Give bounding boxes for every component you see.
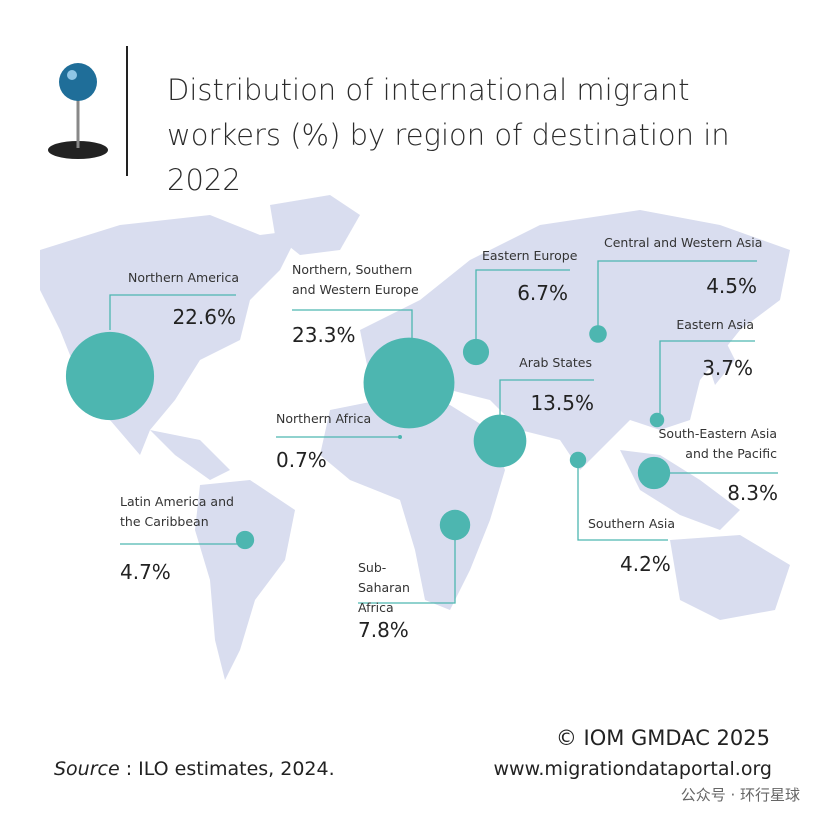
value-label: 4.5%: [706, 274, 757, 298]
pin-shadow: [48, 141, 108, 159]
bubble: [569, 451, 587, 469]
bubble: [65, 331, 155, 421]
value-label: 8.3%: [727, 481, 778, 505]
leader-line: [358, 538, 456, 604]
value-label: 7.8%: [358, 618, 409, 642]
bubble: [649, 412, 665, 428]
leader-line: [577, 460, 668, 541]
url: www.migrationdataportal.org: [493, 758, 772, 780]
pin-highlight: [67, 70, 77, 80]
value-label: 4.2%: [620, 552, 671, 576]
region-label: Central and Western Asia: [604, 235, 763, 250]
value-label: 13.5%: [530, 391, 594, 415]
value-label: 6.7%: [517, 281, 568, 305]
source: Source : ILO estimates, 2024.: [54, 758, 335, 780]
region-label: Arab States: [519, 355, 592, 370]
bubble: [462, 338, 490, 366]
region-label: Eastern Europe: [482, 248, 578, 263]
region-label: Northern Africa: [276, 411, 372, 426]
bubble: [637, 456, 671, 490]
leader-line: [292, 309, 413, 346]
bubble: [589, 325, 607, 343]
value-label: 3.7%: [702, 356, 753, 380]
bubble: [235, 530, 255, 550]
watermark: 公众号 · 环行星球: [680, 786, 800, 804]
bubble: [439, 509, 471, 541]
bubble: [473, 414, 527, 468]
leader-line: [475, 269, 570, 342]
region-label: Northern, Southern and Western Europe: [292, 262, 419, 297]
leader-line: [597, 260, 757, 334]
leader-line: [109, 294, 236, 330]
bubble: [398, 435, 402, 439]
leader-line: [659, 340, 755, 420]
copyright: © IOM GMDAC 2025: [555, 726, 770, 750]
region-label: Eastern Asia: [676, 317, 754, 332]
value-label: 22.6%: [172, 305, 236, 329]
region-label: Latin America and the Caribbean: [120, 494, 234, 529]
bubble: [363, 337, 455, 429]
value-label: 4.7%: [120, 560, 171, 584]
region-label: Southern Asia: [588, 516, 676, 531]
region-label: South-Eastern Asia and the Pacific: [658, 426, 777, 461]
value-label: 23.3%: [292, 323, 356, 347]
region-label: Northern America: [128, 270, 240, 285]
source-text: : ILO estimates, 2024.: [119, 758, 335, 780]
title: Distribution of international migrant wo…: [167, 73, 730, 197]
region-label: Sub-Saharan Africa: [358, 560, 410, 615]
leader-line: [499, 379, 594, 423]
value-label: 0.7%: [276, 448, 327, 472]
source-label: Source: [54, 758, 120, 780]
